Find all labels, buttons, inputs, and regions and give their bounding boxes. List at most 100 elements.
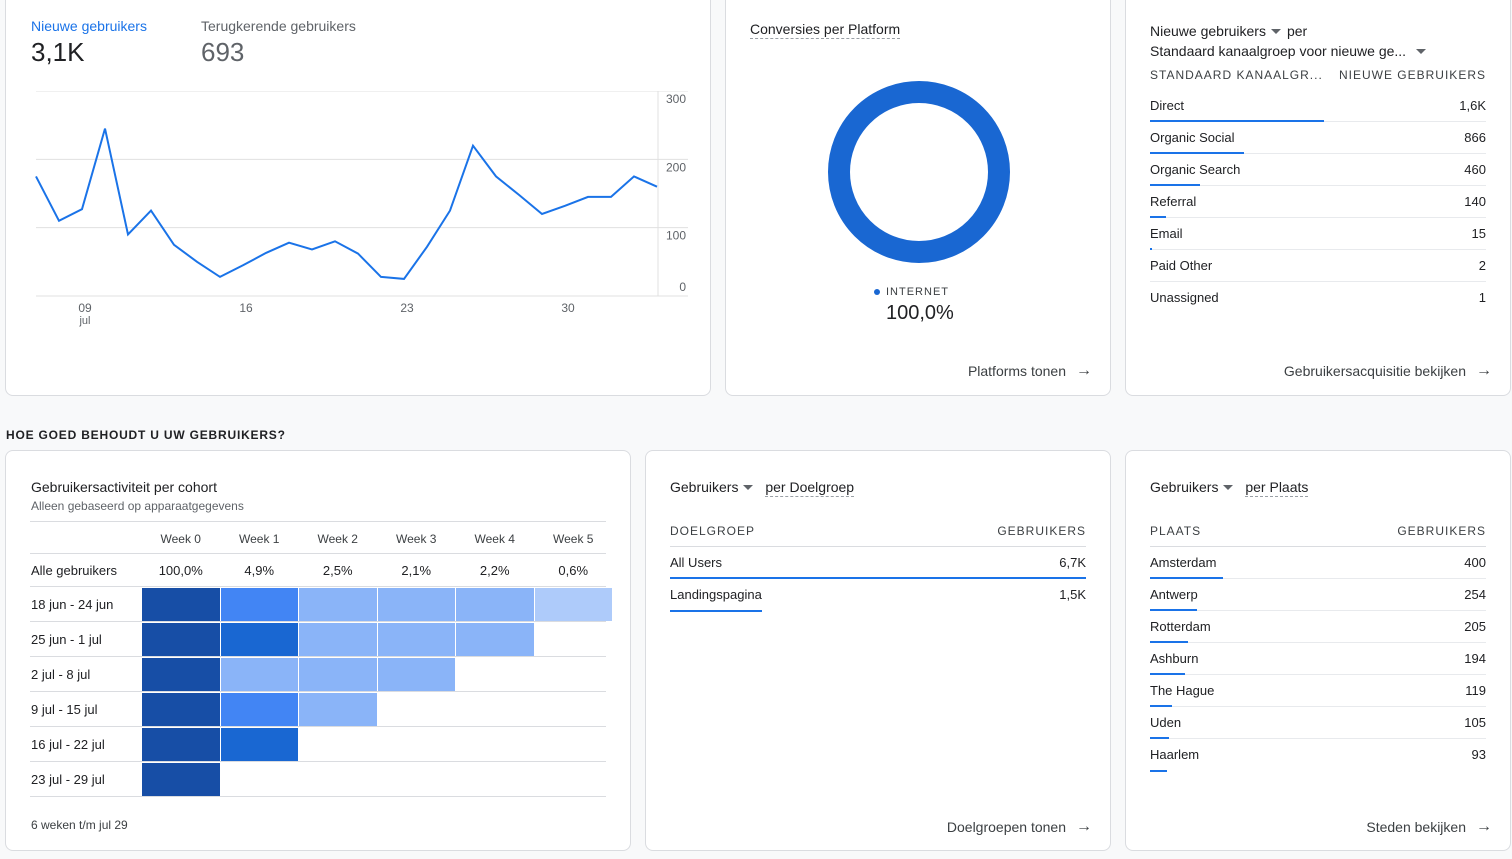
audiences-link[interactable]: Doelgroepen tonen →: [947, 818, 1092, 836]
dimension-label[interactable]: per Plaats: [1245, 479, 1309, 497]
y-tick-label: 200: [666, 160, 686, 174]
row-value: 866: [1464, 130, 1486, 145]
cohort-week-header: Week 3: [396, 531, 437, 546]
cohort-cell[interactable]: [142, 657, 220, 691]
cohort-row-label: 2 jul - 8 jul: [31, 666, 91, 682]
row-label: Amsterdam: [1150, 555, 1217, 570]
card-title: Conversies per Platform: [750, 21, 901, 39]
platform-title[interactable]: Conversies per Platform: [750, 21, 901, 39]
cohort-cell[interactable]: [377, 657, 455, 691]
cohort-cell[interactable]: [299, 622, 377, 656]
users-line-chart[interactable]: 300 200 100 0 09 16 23 30 jul: [6, 91, 706, 351]
table-row[interactable]: Rotterdam 205: [1150, 611, 1486, 643]
table-row[interactable]: Organic Social 866: [1150, 122, 1486, 154]
cohort-cell[interactable]: [456, 587, 534, 621]
table-row[interactable]: Ashburn 194: [1150, 643, 1486, 675]
platform-donut-chart[interactable]: [819, 73, 1019, 273]
row-value: 1,5K: [1059, 587, 1086, 602]
cohort-cell[interactable]: [220, 622, 298, 656]
row-bar: [1150, 120, 1324, 122]
cohort-cell[interactable]: [220, 692, 298, 726]
metric-dropdown[interactable]: Gebruikers: [1150, 479, 1239, 495]
table-row[interactable]: Haarlem 93: [1150, 739, 1486, 772]
card-title: Gebruikers per Plaats: [1150, 479, 1309, 497]
cohort-all-value: 2,1%: [401, 562, 432, 578]
metric-value: 3,1K: [31, 37, 85, 67]
table-row[interactable]: Organic Search 460: [1150, 154, 1486, 186]
cohort-cell[interactable]: [142, 727, 220, 761]
table-row[interactable]: Antwerp 254: [1150, 579, 1486, 611]
cities-link[interactable]: Steden bekijken →: [1366, 818, 1492, 836]
table-row[interactable]: Paid Other 2: [1150, 250, 1486, 282]
table-row[interactable]: Amsterdam 400: [1150, 547, 1486, 579]
link-label: Doelgroepen tonen: [946, 819, 1066, 835]
cohort-week-header: Week 5: [553, 531, 594, 546]
link-label: Steden bekijken: [1366, 819, 1466, 835]
cohort-cell[interactable]: [377, 587, 455, 621]
table-row[interactable]: All Users 6,7K: [670, 547, 1086, 579]
row-label: Rotterdam: [1150, 619, 1211, 634]
x-month-label: jul: [78, 315, 90, 327]
col-header-users[interactable]: GEBRUIKERS: [1397, 524, 1486, 538]
row-label: Uden: [1150, 715, 1182, 730]
row-label: Email: [1150, 226, 1183, 241]
cohort-cell[interactable]: [142, 762, 220, 796]
col-header-channel[interactable]: STANDAARD KANAALGR...: [1150, 68, 1323, 82]
row-bar: [1150, 184, 1201, 186]
row-bar: [1150, 770, 1167, 772]
y-tick-label: 300: [666, 92, 686, 106]
table-row[interactable]: Referral 140: [1150, 186, 1486, 218]
chevron-down-icon: [743, 484, 754, 490]
table-row[interactable]: Landingspagina 1,5K: [670, 579, 1086, 612]
row-bar: [1150, 577, 1224, 579]
cohort-cell[interactable]: [299, 657, 377, 691]
col-header-city[interactable]: PLAATS: [1150, 524, 1202, 538]
cohort-cell[interactable]: [142, 692, 220, 726]
col-header-new-users[interactable]: NIEUWE GEBRUIKERS: [1338, 68, 1486, 82]
cohort-cell[interactable]: [220, 727, 298, 761]
cohort-cell[interactable]: [456, 622, 534, 656]
metric-new-users[interactable]: Nieuwe gebruikers 3,1K: [31, 18, 147, 68]
row-value: 254: [1464, 587, 1486, 602]
cohort-cell[interactable]: [377, 622, 455, 656]
cohort-cell[interactable]: [220, 657, 298, 691]
col-header-users[interactable]: GEBRUIKERS: [997, 524, 1086, 538]
row-label: Direct: [1150, 98, 1184, 113]
row-value: 2: [1478, 258, 1486, 273]
legend-value: 100,0%: [886, 302, 954, 324]
cohort-cell[interactable]: [534, 587, 612, 621]
dimension-label[interactable]: per Doelgroep: [765, 479, 855, 497]
dimension-dropdown[interactable]: Standaard kanaalgroep voor nieuwe ge...: [1150, 43, 1432, 59]
table-header: PLAATS GEBRUIKERS: [1150, 524, 1486, 538]
row-label: Organic Social: [1150, 130, 1235, 145]
row-label: The Hague: [1150, 683, 1215, 698]
table-row[interactable]: Unassigned 1: [1150, 282, 1486, 314]
chevron-down-icon: [1223, 484, 1234, 490]
col-header-audience[interactable]: DOELGROEP: [670, 524, 756, 538]
card-title: Gebruikers per Doelgroep: [670, 479, 855, 497]
arrow-right-icon: →: [1076, 362, 1092, 379]
cohort-cell[interactable]: [299, 587, 377, 621]
metric-value: 693: [201, 37, 245, 67]
cohort-cell[interactable]: [220, 587, 298, 621]
table-row[interactable]: Direct 1,6K: [1150, 90, 1486, 122]
table-row[interactable]: Uden 105: [1150, 707, 1486, 739]
metric-returning-users[interactable]: Terugkerende gebruikers 693: [201, 18, 356, 68]
table-row[interactable]: Email 15: [1150, 218, 1486, 250]
platforms-link[interactable]: Platforms tonen →: [968, 362, 1092, 380]
cohort-cell[interactable]: [142, 622, 220, 656]
metric-dropdown[interactable]: Nieuwe gebruikers: [1150, 23, 1287, 39]
cohort-cell[interactable]: [299, 692, 377, 726]
legend-dot-icon: [874, 289, 880, 296]
acquisition-link[interactable]: Gebruikersacquisitie bekijken →: [1284, 362, 1492, 380]
arrow-right-icon: →: [1476, 362, 1492, 379]
table-row[interactable]: The Hague 119: [1150, 675, 1486, 707]
cohort-title: Gebruikersactiviteit per cohort: [31, 479, 217, 495]
cohort-week-header: Week 1: [239, 531, 280, 546]
cohort-subtitle: Alleen gebaseerd op apparaatgegevens: [31, 499, 244, 513]
legend-label: INTERNET: [886, 286, 949, 298]
cohort-all-value: 0,6%: [558, 562, 589, 578]
cohort-cell[interactable]: [142, 587, 220, 621]
platform-legend: INTERNET 100,0%: [874, 286, 954, 325]
metric-dropdown[interactable]: Gebruikers: [670, 479, 759, 495]
